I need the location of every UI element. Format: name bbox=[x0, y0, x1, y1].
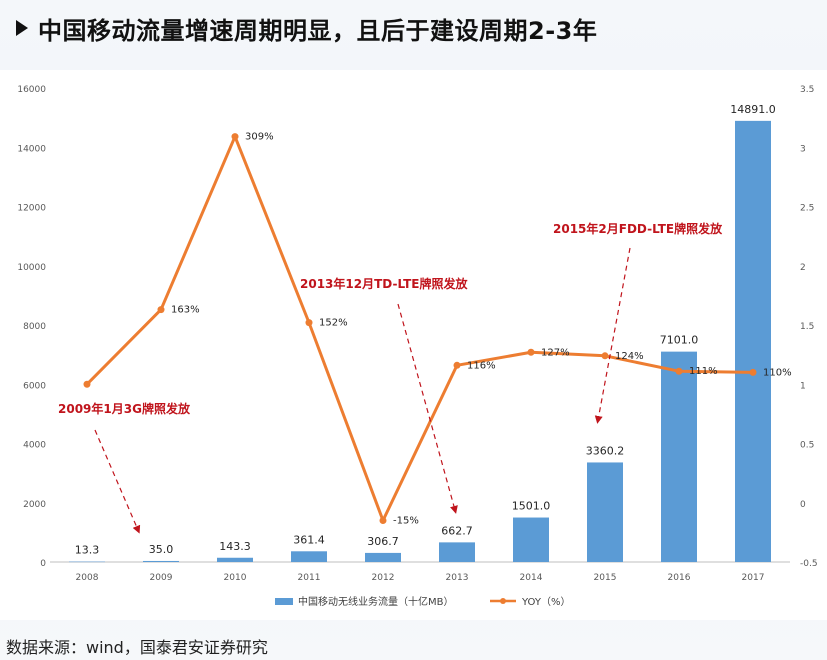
annotation-arrow bbox=[94, 429, 141, 534]
x-tick-label: 2009 bbox=[150, 573, 173, 583]
yoy-point bbox=[379, 517, 387, 525]
x-tick-label: 2014 bbox=[520, 573, 543, 583]
bar-data-label: 14891.0 bbox=[730, 103, 776, 116]
bar bbox=[143, 560, 179, 562]
title-arrow-icon bbox=[16, 20, 28, 36]
bar bbox=[661, 351, 697, 562]
yoy-data-label: 127% bbox=[541, 347, 570, 358]
legend: 中国移动无线业务流量（十亿MB） YOY（%） bbox=[275, 595, 571, 608]
bar-data-label: 35.0 bbox=[149, 543, 174, 556]
x-tick-label: 2010 bbox=[224, 573, 247, 583]
annotations: 2009年1月3G牌照发放 2013年12月TD-LTE牌照发放 2015年2月FD… bbox=[58, 221, 723, 534]
yoy-point bbox=[527, 348, 535, 356]
bar bbox=[513, 517, 549, 562]
annotation-label: 2013年12月TD-LTE牌照发放 bbox=[300, 276, 468, 291]
y-left-tick-label: 12000 bbox=[17, 204, 46, 214]
annotation-label: 2015年2月FDD-LTE牌照发放 bbox=[553, 221, 723, 236]
y-right-tick-label: 3.5 bbox=[800, 85, 814, 95]
legend-line-label: YOY（%） bbox=[521, 596, 571, 608]
x-tick-label: 2013 bbox=[446, 573, 469, 583]
y-left-tick-label: 14000 bbox=[17, 144, 46, 154]
annotation-arrow bbox=[397, 303, 458, 514]
annotation-arrow bbox=[594, 247, 631, 424]
y-left-tick-label: 10000 bbox=[17, 263, 46, 273]
bar-data-label: 13.3 bbox=[75, 544, 100, 557]
y-left-tick-label: 8000 bbox=[23, 322, 46, 332]
x-tick-label: 2015 bbox=[594, 573, 617, 583]
chart-area: 0 2000 4000 6000 8000 10000 12000 14000 16000 -0.… bbox=[0, 70, 827, 620]
bar-data-label: 361.4 bbox=[293, 533, 325, 546]
line-labels: 163% 309% 152% -15% 116% 127% 124% 111% 110% bbox=[171, 132, 792, 527]
yoy-point bbox=[675, 367, 683, 375]
x-tick-label: 2011 bbox=[298, 573, 321, 583]
yoy-point bbox=[601, 352, 609, 360]
y-right-tick-label: 0.5 bbox=[800, 441, 814, 451]
bar bbox=[587, 462, 623, 562]
y-left-tick-label: 0 bbox=[40, 559, 46, 569]
bar bbox=[439, 542, 475, 562]
y-right-tick-label: -0.5 bbox=[800, 559, 818, 569]
yoy-data-label: -15% bbox=[393, 516, 419, 527]
y-right-tick-label: 0 bbox=[800, 500, 806, 510]
yoy-point bbox=[83, 380, 91, 388]
x-tick-label: 2008 bbox=[76, 573, 99, 583]
title-bar: 中国移动流量增速周期明显，且后于建设周期2-3年 bbox=[0, 0, 827, 56]
bar-data-label: 7101.0 bbox=[660, 334, 699, 347]
bar-data-label: 143.3 bbox=[219, 540, 251, 553]
y-right-tick-label: 2.5 bbox=[800, 204, 814, 214]
bar-data-label: 3360.2 bbox=[586, 444, 625, 457]
y-right-tick-label: 2 bbox=[800, 263, 806, 273]
x-tick-label: 2016 bbox=[668, 573, 691, 583]
y-left-tick-label: 16000 bbox=[17, 85, 46, 95]
annotation-label: 2009年1月3G牌照发放 bbox=[58, 401, 191, 416]
bar-series bbox=[69, 120, 771, 563]
bar bbox=[365, 552, 401, 562]
axes: 0 2000 4000 6000 8000 10000 12000 14000 16000 -0.… bbox=[17, 85, 817, 583]
bar-data-label: 662.7 bbox=[441, 524, 473, 537]
legend-bar-label: 中国移动无线业务流量（十亿MB） bbox=[298, 595, 454, 608]
bar-labels: 13.3 35.0 143.3 361.4 306.7 662.7 1501.0 3360.2… bbox=[75, 103, 776, 557]
x-tick-label: 2017 bbox=[742, 573, 765, 583]
legend-bar-swatch bbox=[275, 598, 293, 605]
yoy-point bbox=[453, 361, 461, 369]
page-title: 中国移动流量增速周期明显，且后于建设周期2-3年 bbox=[38, 16, 598, 45]
yoy-data-label: 110% bbox=[763, 367, 792, 378]
bar-data-label: 1501.0 bbox=[512, 500, 551, 513]
yoy-data-label: 111% bbox=[689, 366, 718, 377]
yoy-data-label: 163% bbox=[171, 305, 200, 316]
yoy-line bbox=[85, 135, 754, 523]
legend-line-marker bbox=[500, 598, 506, 604]
y-right-tick-label: 3 bbox=[800, 144, 806, 154]
y-right-tick-label: 1.5 bbox=[800, 322, 814, 332]
yoy-data-label: 116% bbox=[467, 360, 496, 371]
yoy-point bbox=[749, 368, 757, 376]
bar-data-label: 306.7 bbox=[367, 535, 399, 548]
bar bbox=[291, 551, 327, 562]
y-right-tick-label: 1 bbox=[800, 381, 806, 391]
x-tick-label: 2012 bbox=[372, 573, 395, 583]
yoy-data-label: 124% bbox=[615, 351, 644, 362]
bar bbox=[735, 120, 771, 562]
yoy-point bbox=[157, 306, 165, 314]
bar bbox=[217, 557, 253, 562]
bar bbox=[69, 561, 105, 563]
source-note: 数据来源：wind，国泰君安证券研究 bbox=[6, 638, 268, 657]
combo-chart: 0 2000 4000 6000 8000 10000 12000 14000 16000 -0.… bbox=[17, 85, 817, 608]
line-series bbox=[83, 133, 757, 525]
y-left-tick-label: 2000 bbox=[23, 500, 46, 510]
yoy-point bbox=[305, 319, 313, 327]
yoy-data-label: 152% bbox=[319, 318, 348, 329]
yoy-point bbox=[231, 133, 239, 141]
y-left-tick-label: 6000 bbox=[23, 381, 46, 391]
yoy-data-label: 309% bbox=[245, 132, 274, 143]
y-left-tick-label: 4000 bbox=[23, 441, 46, 451]
